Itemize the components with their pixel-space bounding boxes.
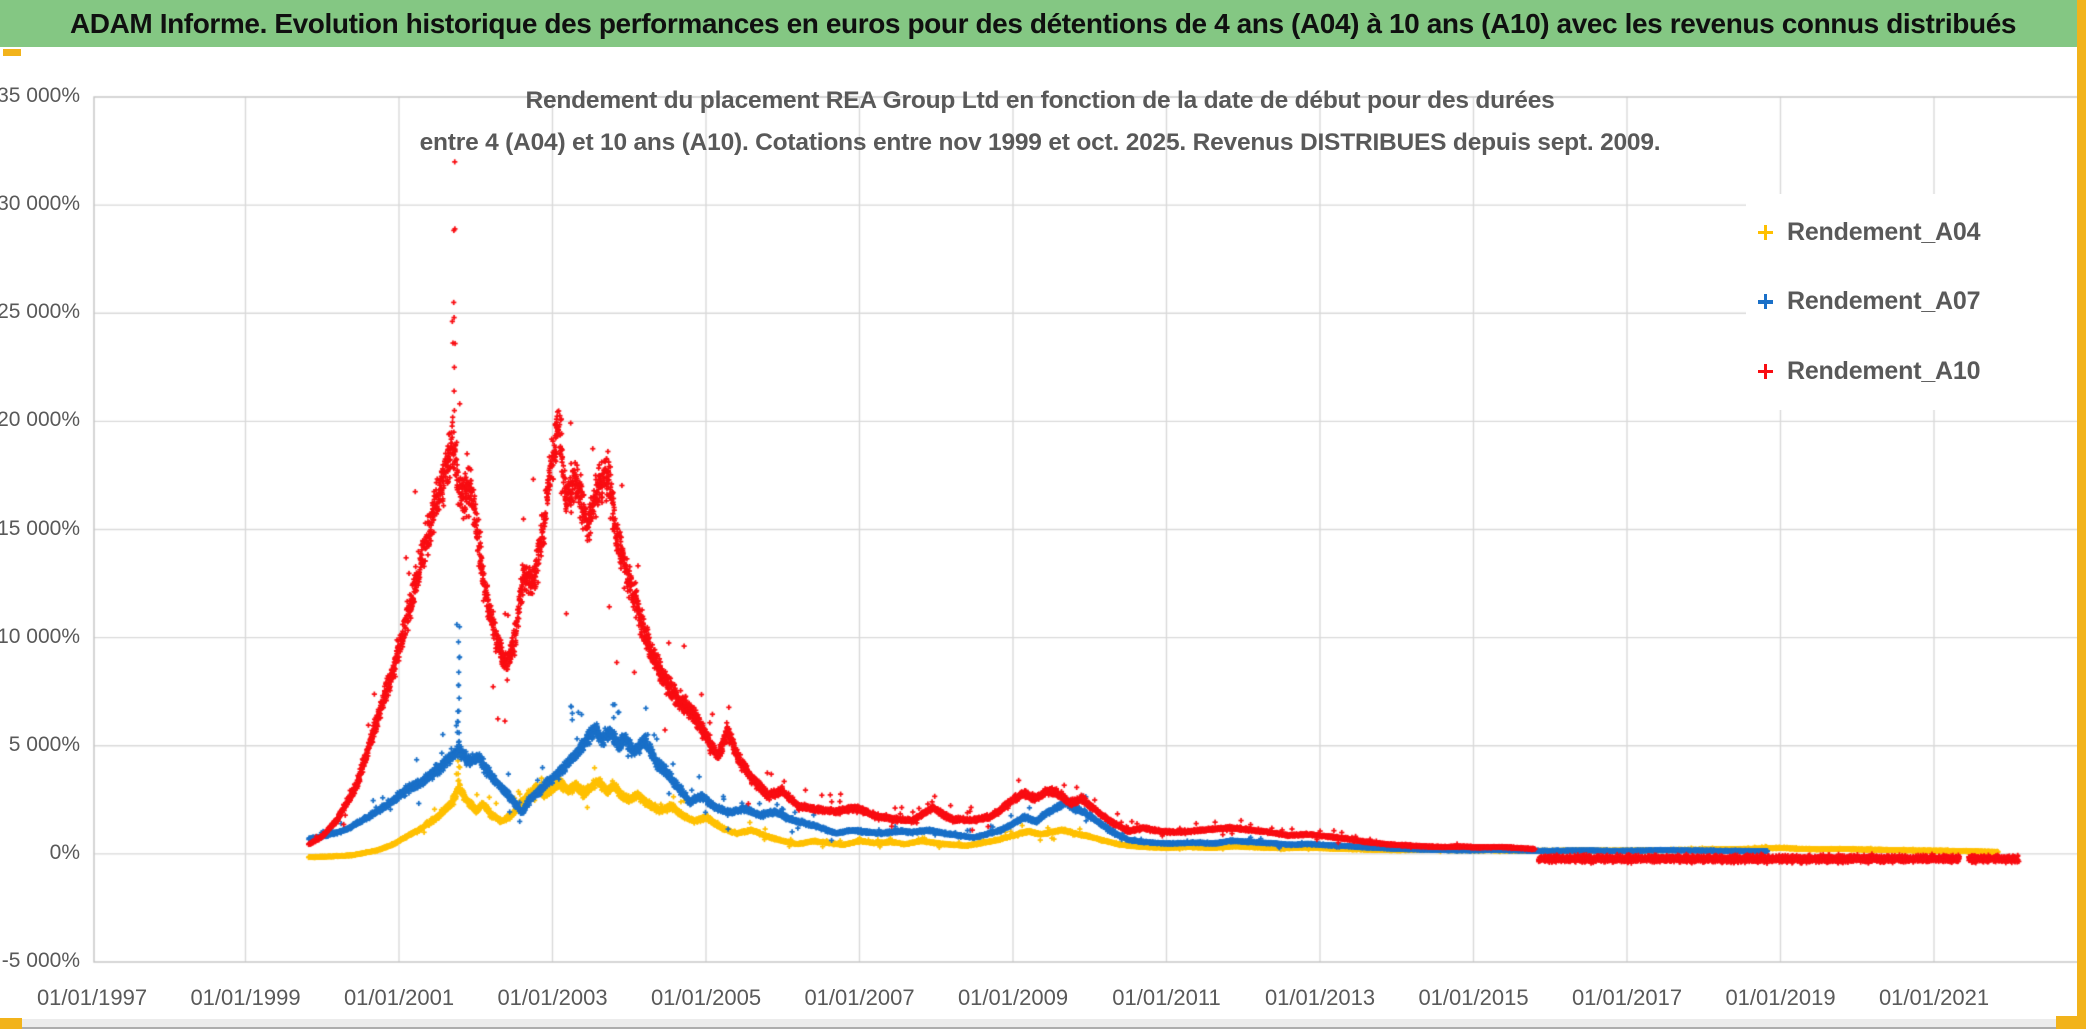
x-axis-tick-label: 01/01/2011 <box>1112 985 1221 1010</box>
x-axis-tick-label: 01/01/2001 <box>343 985 455 1010</box>
accent-line-bottom <box>0 1027 2086 1029</box>
accent-yellow-top-left <box>3 49 21 56</box>
x-axis-tick-label: 01/01/2019 <box>1725 985 1836 1010</box>
y-axis-tick-label: -5 000% <box>1 949 80 973</box>
legend-label: Rendement_A04 <box>1787 218 1981 247</box>
plus-marker-icon <box>1758 225 1773 241</box>
y-axis-tick-label: 25 000% <box>0 300 80 324</box>
x-axis-tick-label: 01/01/2013 <box>1264 985 1376 1010</box>
y-axis-labels: 35 000% 30 000% 25 000% 20 000% 15 000% 10 00… <box>0 0 86 1032</box>
x-axis-tick-label: 01/01/1999 <box>190 985 301 1010</box>
legend-item-rendement_a10[interactable]: Rendement_A10 <box>1746 357 2080 386</box>
x-axis-tick-label: 01/01/2007 <box>804 985 915 1010</box>
accent-yellow-bottom-left <box>0 1018 22 1029</box>
legend: Rendement_A04 Rendement_A07 Rendement_A10 <box>1746 194 2080 410</box>
x-axis-tick-label: 01/01/2009 <box>957 985 1069 1010</box>
legend-item-rendement_a04[interactable]: Rendement_A04 <box>1746 218 2080 247</box>
accent-yellow-right-edge <box>2077 0 2086 1029</box>
chart-title-line2: entre 4 (A04) et 10 ans (A10). Cotations… <box>419 129 1661 156</box>
y-axis-tick-label: 5 000% <box>8 732 80 756</box>
plus-marker-icon <box>1758 294 1773 310</box>
plus-marker-icon <box>1758 363 1773 379</box>
x-axis-tick-label: 01/01/2015 <box>1418 985 1529 1010</box>
y-axis-tick-label: 10 000% <box>0 624 80 648</box>
y-axis-tick-label: 0% <box>49 840 80 864</box>
y-axis-tick-label: 15 000% <box>0 516 80 540</box>
chart-title: Rendement du placement REA Group Ltd en … <box>370 80 1710 164</box>
x-axis-tick-label: 01/01/2021 <box>1878 985 1990 1010</box>
legend-label: Rendement_A07 <box>1787 287 1981 316</box>
x-axis-tick-label: 01/01/2017 <box>1571 985 1683 1010</box>
y-axis-tick-label: 30 000% <box>0 192 80 216</box>
x-axis-tick-label: 01/01/1997 <box>36 985 148 1010</box>
accent-yellow-bottom-right <box>2056 1016 2086 1029</box>
legend-label: Rendement_A10 <box>1787 356 1981 385</box>
chart-title-line1: Rendement du placement REA Group Ltd en … <box>525 87 1555 114</box>
accent-strip-bottom <box>0 1019 2086 1027</box>
x-axis-tick-label: 01/01/2005 <box>650 985 762 1010</box>
legend-item-rendement_a07[interactable]: Rendement_A07 <box>1746 287 2080 316</box>
y-axis-tick-label: 20 000% <box>0 408 80 432</box>
x-axis-tick-label: 01/01/2003 <box>497 985 608 1010</box>
y-axis-tick-label: 35 000% <box>0 84 80 108</box>
